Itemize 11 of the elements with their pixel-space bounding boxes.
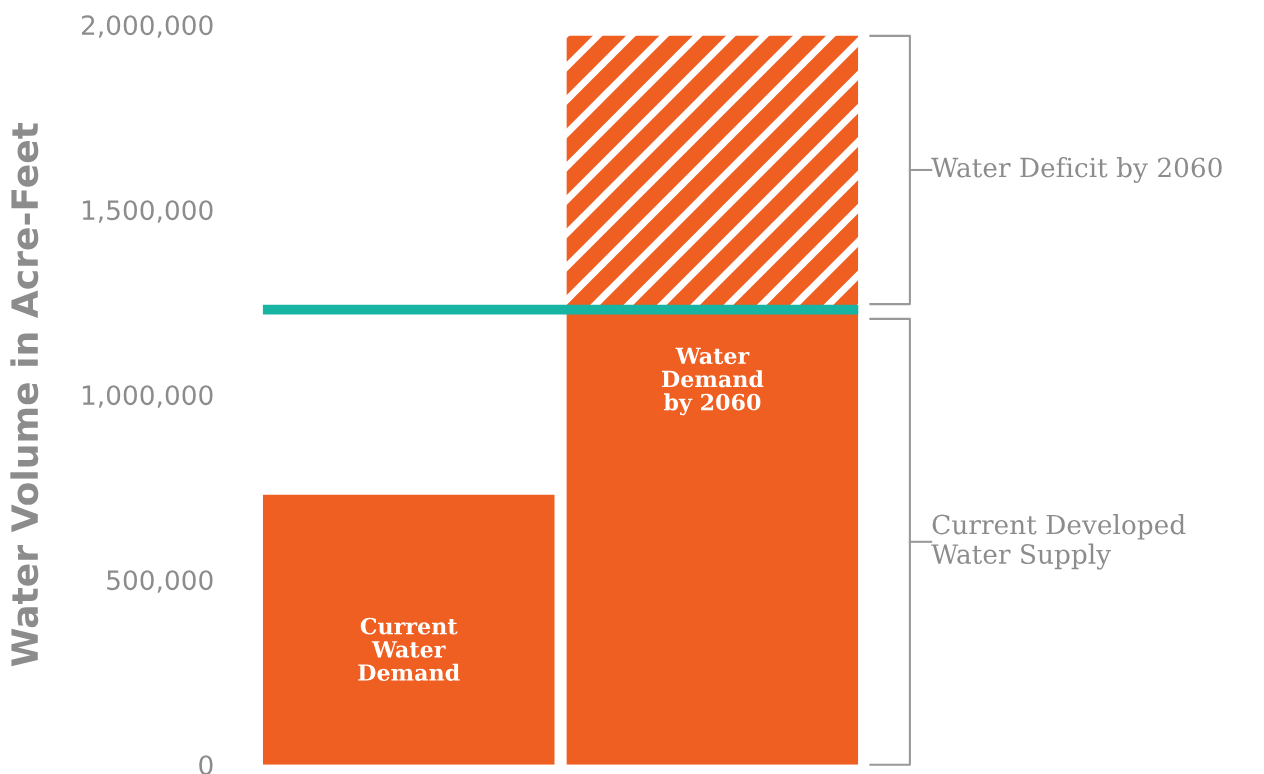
- y-tick-label: 1,500,000: [82, 200, 213, 223]
- y-tick-label: 2,000,000: [81, 15, 213, 38]
- bar: [566, 313, 859, 765]
- x-tick-label: Current Water Demand: [358, 617, 460, 681]
- y-tick-label: 1,000,000: [82, 385, 213, 408]
- y-tick-label: 500,000: [107, 570, 213, 593]
- text: Water Deficit by 2060: [931, 157, 1222, 183]
- bar: [262, 494, 555, 765]
- x-tick-label: Water Demand by 2060: [661, 347, 764, 416]
- text: Current Developed Water Supply: [931, 514, 1186, 570]
- y-axis-title: Water Volume in Acre-Feet: [10, 122, 39, 667]
